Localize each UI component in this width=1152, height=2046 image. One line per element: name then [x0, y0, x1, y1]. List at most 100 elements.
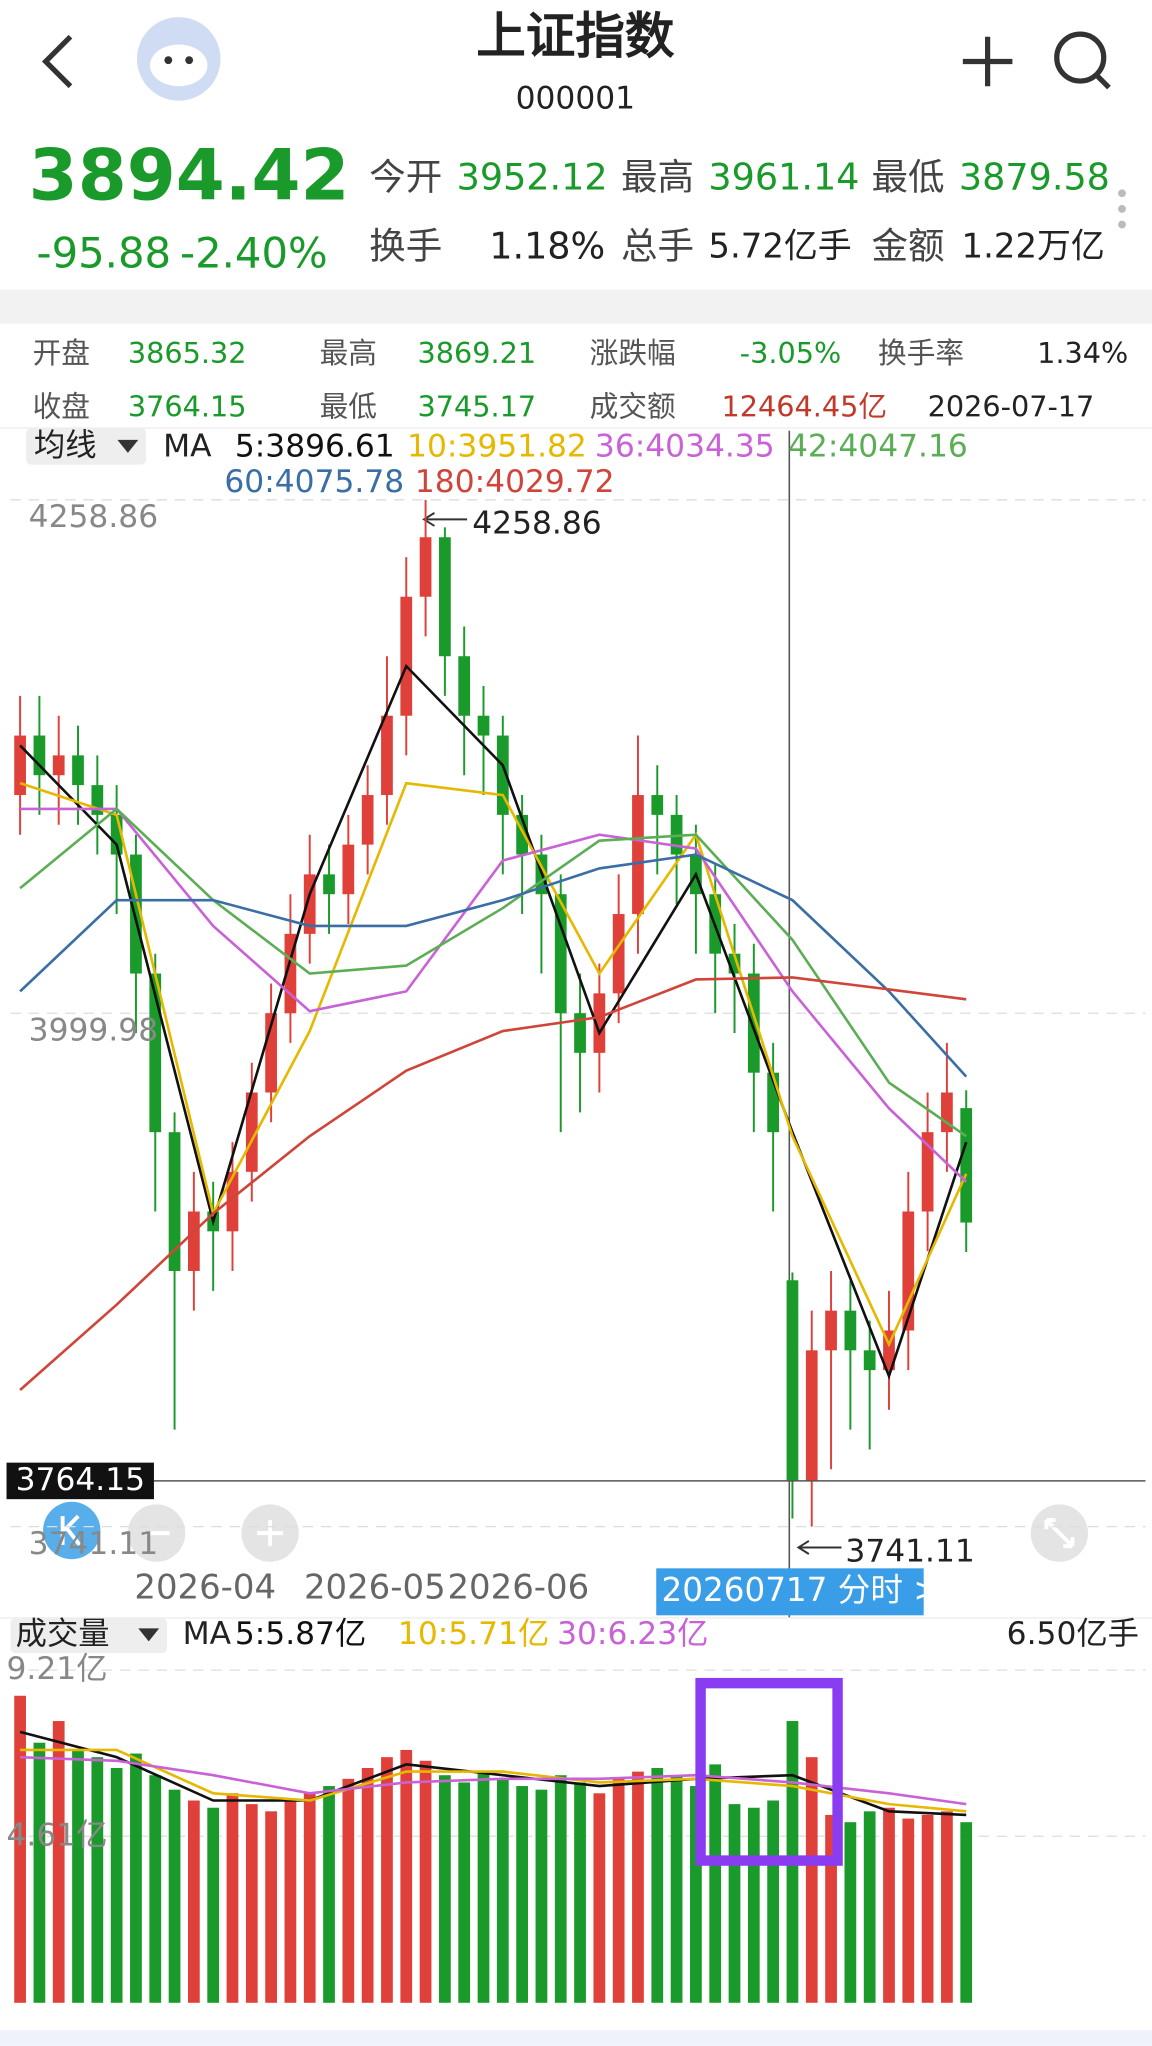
candle-body [439, 537, 451, 657]
candle-body [902, 1211, 915, 1331]
y-tick-label: 4258.86 [29, 499, 158, 535]
info-label: 涨跌幅 [590, 336, 676, 370]
volume-bar [535, 1789, 548, 2003]
volume-bar [168, 1789, 181, 2003]
annotation-arrow [422, 512, 435, 527]
volume-bar [400, 1749, 413, 2003]
info-value: 3764.15 [128, 390, 247, 424]
volume-bar [342, 1778, 355, 2003]
candle-body [651, 795, 664, 815]
y-tick-label: 4.61亿 [7, 1817, 108, 1853]
volume-bar [496, 1778, 509, 2003]
candle-body [844, 1310, 857, 1351]
info-date: 2026-07-17 [928, 390, 1095, 424]
volume-bar [187, 1800, 200, 2003]
candle-body [72, 755, 84, 786]
candle-body [921, 1132, 934, 1212]
volume-bar [690, 1786, 702, 2003]
candle-body [883, 1330, 895, 1371]
candle-body [14, 735, 26, 796]
y-tick-label: 3741.11 [29, 1526, 158, 1562]
search-button[interactable] [1054, 31, 1111, 90]
candle-body [245, 1092, 258, 1172]
info-label: 开盘 [33, 336, 90, 370]
volume-bar [825, 1814, 837, 2003]
volume-bar [14, 1695, 26, 2003]
candle-body [110, 814, 123, 855]
stat-label: 金额 [872, 225, 945, 268]
fullscreen-button[interactable] [1030, 1504, 1089, 1562]
volume-bar [458, 1782, 471, 2003]
volume-bar [439, 1775, 451, 2003]
volume-bar [651, 1767, 664, 2003]
candle-body [52, 755, 65, 776]
volume-bar [361, 1767, 374, 2003]
low-annotation: 3741.11 [845, 1534, 974, 1570]
volume-bar [477, 1771, 490, 2003]
ma-dropdown[interactable] [26, 428, 147, 465]
info-label: 最高 [320, 336, 377, 370]
avatar [136, 17, 221, 101]
volume-bar [612, 1778, 625, 2003]
candle-body [612, 914, 625, 994]
candle-body [381, 715, 393, 796]
volume-bar [767, 1800, 780, 2003]
zoom-out-button[interactable] [127, 1504, 186, 1562]
add-button[interactable] [962, 36, 1013, 87]
ma-line [19, 807, 967, 1138]
candle-body [554, 894, 567, 1014]
ma-dropdown-label: 均线 [34, 427, 97, 463]
price-tag [6, 1462, 154, 1500]
volume-bar [33, 1742, 46, 2003]
info-label: 收盘 [33, 390, 90, 424]
volume-bar [747, 1807, 760, 2003]
candle-body [747, 973, 760, 1073]
volume-bar [805, 1757, 818, 2003]
volume-bar [670, 1775, 683, 2003]
candle-body [863, 1350, 876, 1371]
stat-label: 最高 [621, 155, 694, 198]
candle-body [960, 1108, 973, 1223]
dropdown-arrow [138, 1628, 160, 1642]
candle-body [323, 874, 335, 895]
ma-line [20, 1748, 967, 1813]
ma-line [19, 663, 968, 1380]
volume-bar [52, 1721, 65, 2003]
stat-label: 最低 [872, 155, 945, 198]
stat-value: 3879.58 [959, 155, 1110, 198]
back-button[interactable] [41, 34, 73, 89]
volume-bar [284, 1800, 297, 2003]
volume-bar [226, 1793, 239, 2003]
crosshair-tag[interactable] [656, 1568, 924, 1616]
ma-line [20, 807, 968, 1183]
date-label: 2026-06 [447, 1568, 589, 1607]
title: 上证指数 [476, 7, 675, 65]
volume-bar [91, 1757, 104, 2003]
candle-body [632, 795, 644, 915]
zoom-in-button[interactable] [241, 1504, 299, 1562]
info-label: 成交额 [590, 390, 676, 424]
y-tick-label: 9.21亿 [7, 1651, 108, 1687]
stat-value: 1.18% [489, 225, 605, 268]
info-value: 1.34% [1037, 336, 1128, 370]
info-value: 3745.17 [417, 390, 536, 424]
stat-value: 5.72亿手 [708, 227, 851, 266]
volume-bar [516, 1786, 528, 2003]
volume-ma-legend: 30:6.23亿 [557, 1616, 708, 1652]
k-button[interactable] [43, 1501, 101, 1560]
volume-ma-legend: 5:5.87亿 [235, 1616, 366, 1652]
candle-body [361, 795, 374, 845]
volume-bar [419, 1760, 432, 2003]
more-button[interactable] [1118, 189, 1126, 229]
candle-body [187, 1211, 200, 1271]
price: 3894.42 [29, 135, 350, 217]
volume-bar [323, 1786, 335, 2003]
volume-bar [381, 1757, 393, 2003]
volume-dropdown[interactable] [10, 1617, 167, 1654]
y-tick-label: 3999.98 [29, 1012, 158, 1048]
volume-bar [863, 1811, 876, 2003]
candle-body [728, 953, 741, 974]
ma-title: MA [163, 429, 212, 465]
candle-body [593, 993, 606, 1053]
